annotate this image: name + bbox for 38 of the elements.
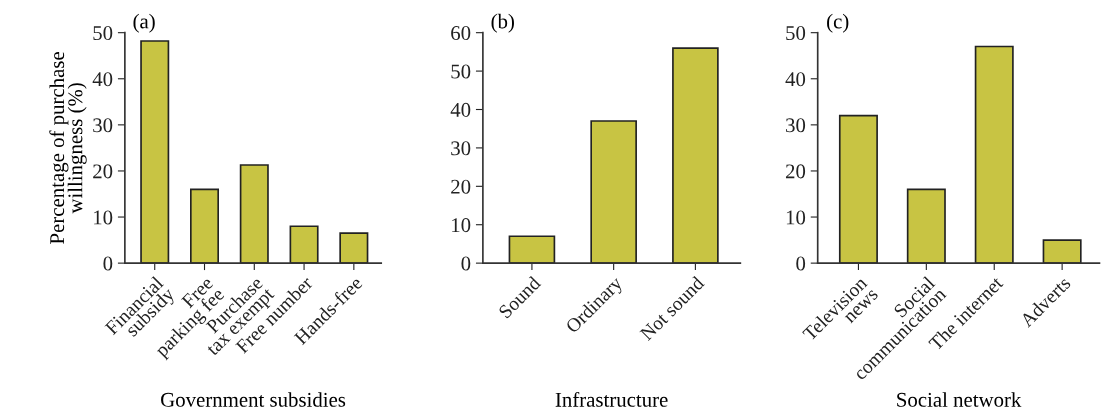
y-tick-label: 50 [93,26,113,41]
text: (b) [491,13,514,33]
bar [189,188,220,264]
y-tick-label: 10 [452,218,471,233]
x-axis-title: Government subsidies [161,392,346,407]
bar [838,114,878,264]
bar [239,164,269,264]
bar [672,47,719,264]
y-tick-label: 40 [92,72,113,87]
bar [140,40,170,264]
y-tick-label: 30 [93,118,113,133]
y-axis-title: Percentage of purchase willingness (%) [49,52,87,244]
y-tick-label: 20 [93,164,113,179]
y-tick-label: 60 [451,26,471,41]
x-axis-title: Infrastructure [555,391,668,407]
bar [289,225,319,264]
y-tick-label: 0 [461,256,471,271]
bar [974,45,1014,264]
y-tick-label: 10 [786,210,806,225]
y-tick-label: 20 [451,179,471,194]
bar [508,235,556,264]
y-tick-label: 50 [786,26,806,41]
annotation: (a) [133,13,155,33]
y-tick-label: 40 [785,72,806,87]
x-axis-title: Social network [897,392,1022,407]
y-tick-label: 30 [786,118,806,133]
bar [339,232,369,264]
annotation: (c) [827,13,849,33]
y-tick-label: 0 [103,256,113,271]
bar [1042,239,1082,264]
y-tick-label: 40 [450,102,471,117]
y-tick-label: 50 [451,64,471,79]
y-tick-label: 0 [796,256,806,271]
y-tick-label: 10 [94,210,113,225]
y-tick-label: 20 [785,164,806,179]
y-tick-label: 30 [451,141,471,156]
bar [906,188,946,264]
bar [590,120,637,264]
